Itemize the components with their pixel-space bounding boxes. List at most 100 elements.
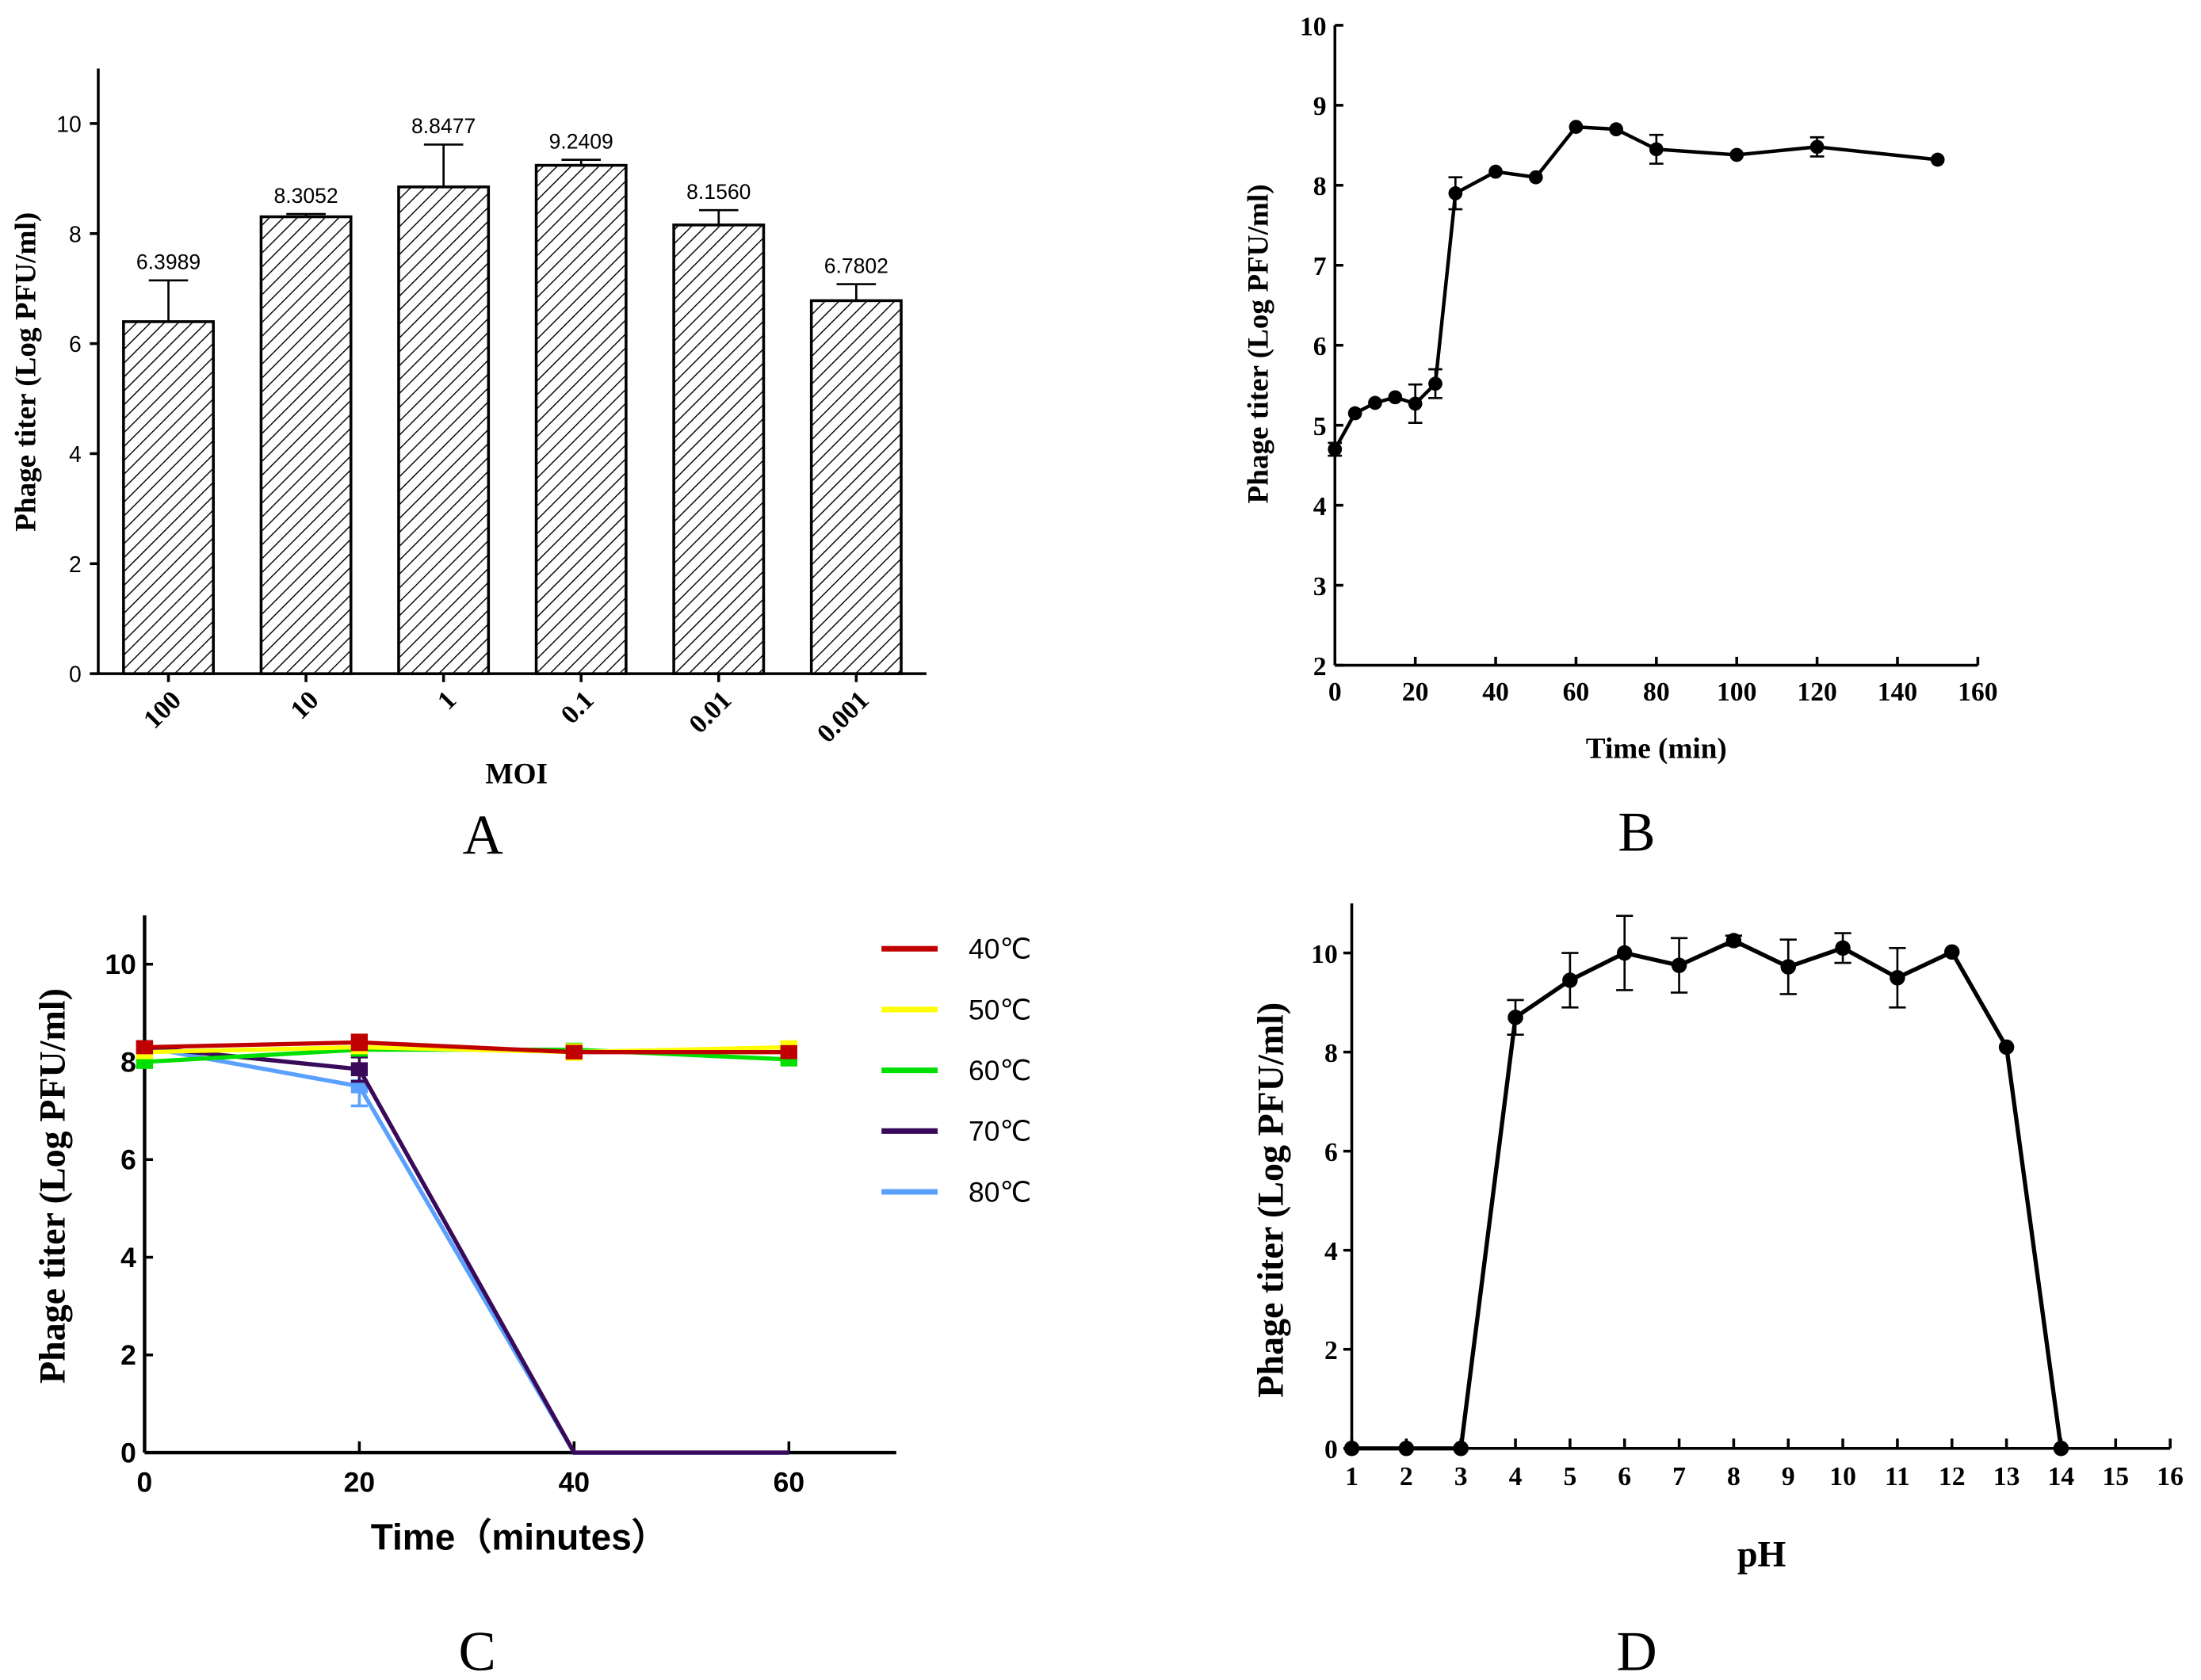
bar	[809, 299, 903, 675]
data-point	[1343, 1441, 1360, 1457]
series-line-70℃	[144, 1044, 789, 1455]
data-label: 8.1560	[686, 180, 751, 204]
x-tick-label: 80	[1643, 678, 1670, 707]
data-label: 6.7802	[824, 254, 888, 277]
y-tick-label: 10	[1311, 940, 1338, 969]
x-tick-label: 140	[1878, 678, 1917, 707]
data-point	[1507, 1010, 1523, 1025]
x-tick-label: 5	[1563, 1462, 1576, 1491]
x-tick-label: 1	[432, 685, 462, 716]
x-tick-label: 0	[137, 1467, 153, 1499]
y-tick-label: 4	[1313, 492, 1327, 521]
data-point	[1368, 395, 1382, 410]
panel-a-xlabel: MOI	[485, 758, 548, 790]
bar	[534, 163, 628, 675]
panel-a-chart: 0 2 4 6 8 10 6.3989 100 8.3052 10 8.8477 1 9.2409 0.1…	[56, 68, 927, 749]
y-tick-label: 5	[1313, 412, 1327, 441]
panel-b-xlabel: Time (min)	[1586, 732, 1727, 765]
data-point	[1569, 120, 1584, 134]
x-tick-label: 3	[1454, 1462, 1468, 1491]
y-tick-label: 2	[1313, 652, 1327, 682]
y-tick-label: 10	[105, 949, 136, 980]
legend-label: 50℃	[969, 994, 1031, 1025]
x-tick-label: 40	[1482, 678, 1509, 707]
panel-d-ylabel: Phage titer (Log PFU/ml)	[1251, 1002, 1291, 1398]
data-point	[1725, 933, 1742, 949]
x-tick-label: 9	[1782, 1462, 1795, 1491]
x-tick-label: 8	[1727, 1462, 1741, 1491]
data-point	[1408, 396, 1423, 411]
x-tick-label: 120	[1797, 678, 1836, 707]
x-tick-label: 160	[1958, 678, 1997, 707]
y-tick-label: 6	[1324, 1138, 1338, 1167]
x-tick-label: 0.001	[812, 685, 875, 749]
x-tick-label: 7	[1672, 1462, 1686, 1491]
data-point	[1835, 940, 1851, 956]
x-tick-label: 11	[1885, 1462, 1910, 1491]
x-tick-label: 10	[285, 685, 325, 725]
legend-label: 40℃	[969, 934, 1031, 965]
x-tick-label: 20	[1402, 678, 1429, 707]
x-tick-label: 100	[1717, 678, 1756, 707]
bar	[672, 223, 766, 675]
x-tick-label: 16	[2157, 1462, 2184, 1491]
x-tick-label: 20	[344, 1467, 375, 1499]
x-tick-label: 13	[1993, 1462, 2020, 1491]
panel-c-ylabel: Phage titer (Log PFU/ml)	[32, 988, 72, 1384]
legend-label: 60℃	[969, 1055, 1031, 1086]
bar	[122, 320, 215, 675]
x-tick-label: 0.01	[683, 685, 737, 739]
x-tick-label: 6	[1618, 1462, 1631, 1491]
series-line-40℃	[144, 1040, 789, 1055]
data-point	[1616, 945, 1633, 961]
data-point	[1488, 164, 1503, 179]
x-tick-label: 0.1	[556, 685, 600, 730]
data-point	[1609, 122, 1623, 136]
data-point	[1562, 972, 1578, 988]
data-point	[1944, 944, 1960, 960]
x-tick-label: 12	[1939, 1462, 1966, 1491]
y-tick-label: 8	[1324, 1039, 1338, 1068]
y-tick-label: 2	[69, 552, 82, 578]
data-point	[1780, 959, 1796, 975]
data-label: 6.3989	[136, 250, 201, 274]
data-marker	[565, 1044, 583, 1060]
data-point	[1328, 442, 1343, 456]
data-point	[1448, 186, 1463, 200]
x-tick-label: 14	[2048, 1462, 2075, 1491]
data-point	[1453, 1441, 1469, 1457]
panel-b-ylabel: Phage titer (Log PFU/ml)	[1242, 184, 1274, 503]
y-tick-label: 8	[1313, 172, 1327, 201]
data-point	[1729, 147, 1744, 162]
y-tick-label: 10	[1300, 12, 1327, 41]
series-line	[1333, 124, 1938, 451]
x-tick-label: 40	[559, 1467, 590, 1499]
data-point	[1809, 139, 1825, 155]
x-tick-label: 60	[1563, 678, 1590, 707]
panel-c-chart: 0 2 4 6 8 10 0 20 40 60 40℃ 50℃ 60℃ 70℃ 80℃	[105, 915, 1031, 1499]
data-point	[1890, 970, 1905, 986]
x-tick-label: 0	[1328, 678, 1342, 707]
data-point	[1528, 170, 1543, 185]
x-tick-label: 4	[1509, 1462, 1523, 1491]
data-point	[1930, 152, 1945, 167]
y-tick-label: 6	[120, 1144, 136, 1176]
y-tick-label: 0	[120, 1437, 136, 1468]
data-point	[1347, 406, 1362, 421]
legend-label: 80℃	[969, 1176, 1031, 1208]
y-tick-label: 6	[1313, 332, 1327, 361]
y-tick-label: 0	[1324, 1435, 1338, 1464]
y-tick-label: 0	[69, 662, 82, 688]
x-tick-label: 1	[1345, 1462, 1358, 1491]
series-line-80℃	[143, 1044, 789, 1455]
panel-d-xlabel: pH	[1737, 1534, 1786, 1575]
bar	[259, 215, 353, 675]
y-tick-label: 8	[69, 222, 82, 247]
data-point	[1388, 390, 1403, 405]
y-tick-label: 10	[56, 113, 82, 138]
y-tick-label: 2	[120, 1339, 136, 1371]
data-point	[1671, 957, 1687, 973]
data-label: 8.8477	[411, 114, 476, 138]
